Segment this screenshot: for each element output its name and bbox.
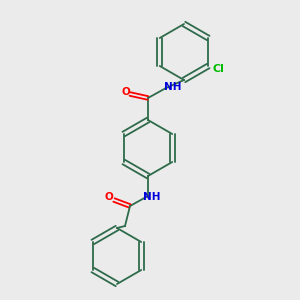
Text: NH: NH (164, 82, 182, 92)
Text: NH: NH (143, 192, 161, 202)
Text: Cl: Cl (212, 64, 224, 74)
Text: O: O (122, 87, 130, 97)
Text: O: O (105, 192, 113, 202)
